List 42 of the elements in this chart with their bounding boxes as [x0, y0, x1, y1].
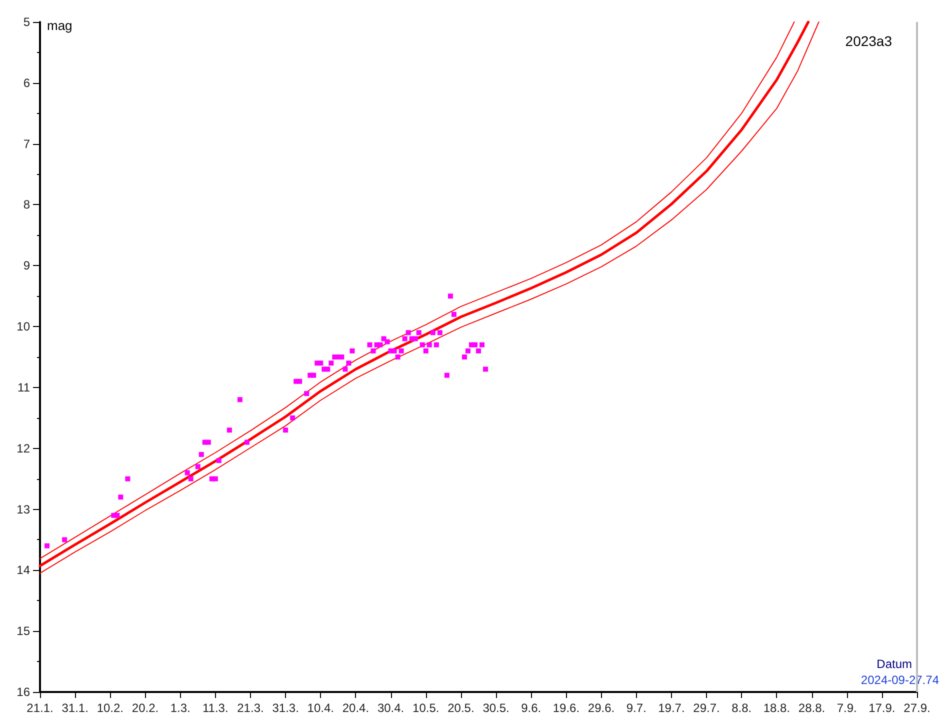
x-tick-label: 28.8.: [798, 701, 826, 715]
y-tick-label: 9: [23, 258, 30, 273]
x-tick-label: 27.9.: [904, 701, 930, 715]
x-tick-label: 20.4.: [342, 701, 370, 715]
x-tick-label: 1.3.: [170, 701, 190, 715]
y-tick-label: 5: [23, 15, 30, 29]
x-tick-label: 19.7.: [658, 701, 685, 715]
y-tick-label: 10: [16, 320, 30, 334]
x-tick-label: 31.1.: [62, 701, 88, 715]
x-tick-label: 17.9.: [868, 701, 896, 715]
x-tick-label: 29.7.: [693, 701, 720, 715]
x-tick-label: 21.1.: [26, 701, 54, 715]
x-tick-label: 9.6.: [521, 701, 542, 715]
x-tick-label: 19.6.: [552, 701, 580, 715]
x-tick-label: 20.2.: [132, 701, 159, 715]
y-tick-label: 13: [16, 502, 30, 516]
ref-line-label: 2024-09-27.74: [860, 673, 940, 687]
y-axis-title: mag: [47, 18, 72, 33]
y-tick-label: 8: [23, 198, 30, 212]
x-tick-label: 9.7.: [626, 701, 646, 715]
x-tick-label: 31.3.: [272, 701, 299, 715]
x-tick-label: 10.4.: [307, 701, 334, 715]
x-tick-label: 20.5.: [448, 701, 474, 715]
x-tick-label: 30.5.: [482, 701, 510, 715]
x-tick-label: 18.8.: [763, 701, 790, 715]
y-tick-label: 14: [16, 563, 30, 578]
x-tick-label: 10.2.: [96, 701, 124, 715]
y-tick-label: 12: [16, 441, 30, 456]
x-tick-label: 11.3.: [202, 701, 228, 715]
y-tick-label: 16: [16, 685, 30, 699]
y-tick-label: 15: [16, 624, 30, 638]
x-axis-title: Datum: [876, 657, 912, 671]
text: 2023a3: [845, 33, 892, 49]
y-tick-label: 7: [23, 136, 30, 151]
x-tick-label: 10.5.: [412, 701, 440, 715]
x-tick-label: 30.4.: [377, 701, 404, 715]
x-tick-label: 21.3.: [237, 701, 264, 715]
y-tick-label: 11: [18, 380, 30, 394]
x-tick-label: 8.8.: [732, 701, 752, 715]
x-tick-label: 7.9.: [836, 701, 857, 715]
y-tick-label: 6: [23, 76, 30, 90]
x-tick-label: 29.6.: [588, 701, 615, 715]
